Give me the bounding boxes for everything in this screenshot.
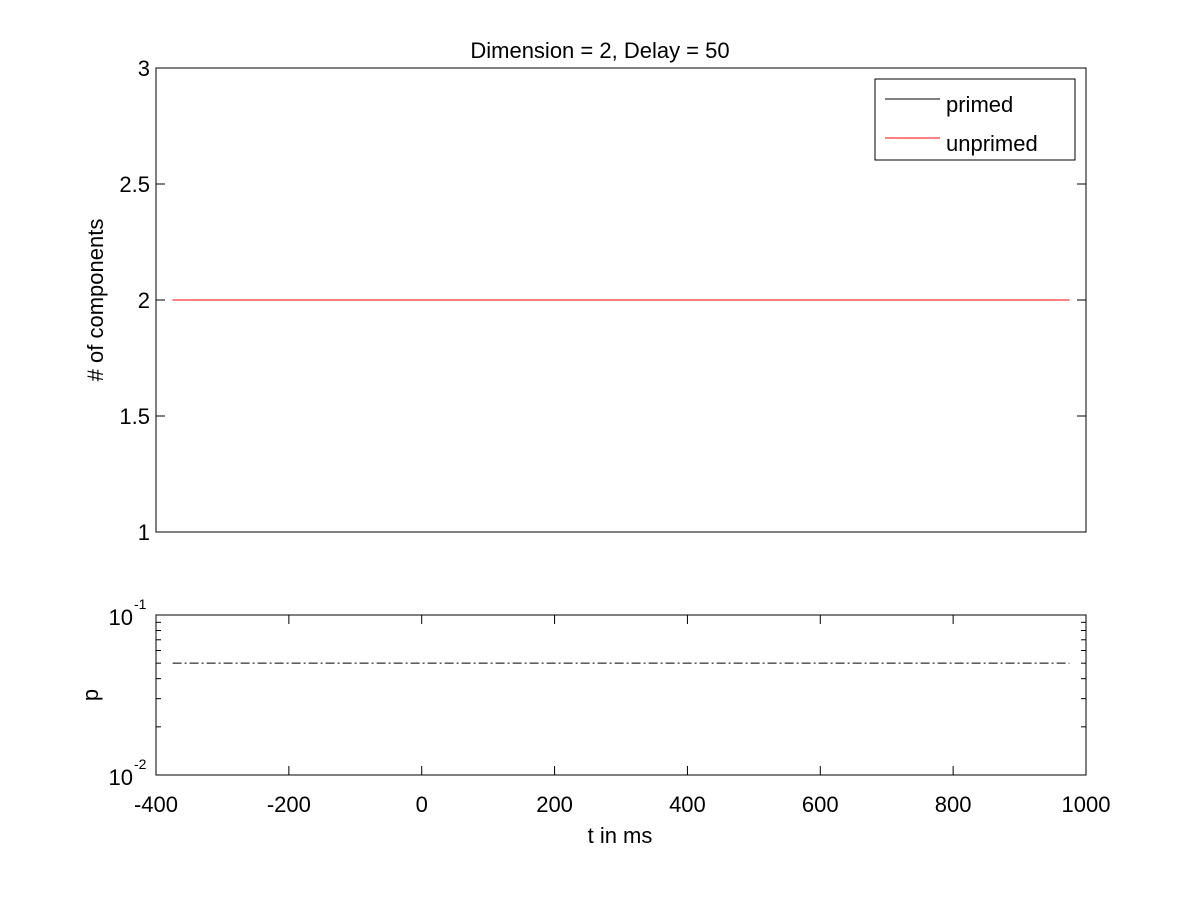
legend-label-unprimed: unprimed	[946, 131, 1038, 156]
bottom-y-axis-label: p	[78, 689, 103, 701]
bottom-x-tick-label: 1000	[1062, 792, 1111, 817]
bottom-axes-frame	[155, 614, 1087, 776]
bottom-x-tick-label: 200	[536, 792, 573, 817]
legend-label-primed: primed	[946, 92, 1013, 117]
bottom-axes: 10-210-1 -400 -200 0 200 400 600 800 1000 t in …	[78, 596, 1110, 848]
legend: primed unprimed	[874, 78, 1076, 161]
bottom-y-tick-exponent: -2	[134, 756, 147, 772]
bottom-y-tick-label: 10	[109, 605, 133, 630]
bottom-x-ticks: -400 -200 0 200 400 600 800 1000	[134, 615, 1111, 817]
top-y-tick-label: 1	[138, 520, 150, 545]
bottom-x-tick-label: 0	[416, 792, 428, 817]
bottom-x-tick-label: -200	[267, 792, 311, 817]
bottom-x-tick-label: 800	[935, 792, 972, 817]
bottom-y-tick-exponent: -1	[134, 596, 147, 612]
top-y-axis-label: # of components	[83, 219, 108, 382]
bottom-x-tick-label: 400	[669, 792, 706, 817]
bottom-y-tick-label: 10	[109, 765, 133, 790]
legend-box	[874, 78, 1076, 161]
top-y-tick-label: 3	[138, 56, 150, 81]
bottom-x-tick-label: -400	[134, 792, 178, 817]
bottom-y-ticks: 10-210-1	[109, 596, 1086, 790]
top-y-tick-label: 2	[138, 288, 150, 313]
top-y-tick-label: 2.5	[119, 172, 150, 197]
bottom-x-tick-label: 600	[802, 792, 839, 817]
top-axes: 1 1.5 2 2.5 3 Dimension = 2, Delay = 50 # of…	[83, 38, 1087, 545]
top-y-tick-label: 1.5	[119, 404, 150, 429]
bottom-y-minor-ticks	[156, 621, 1086, 728]
top-y-ticks: 1 1.5 2 2.5 3	[119, 56, 1086, 545]
chart-title: Dimension = 2, Delay = 50	[470, 38, 729, 63]
bottom-x-axis-label: t in ms	[588, 823, 653, 848]
